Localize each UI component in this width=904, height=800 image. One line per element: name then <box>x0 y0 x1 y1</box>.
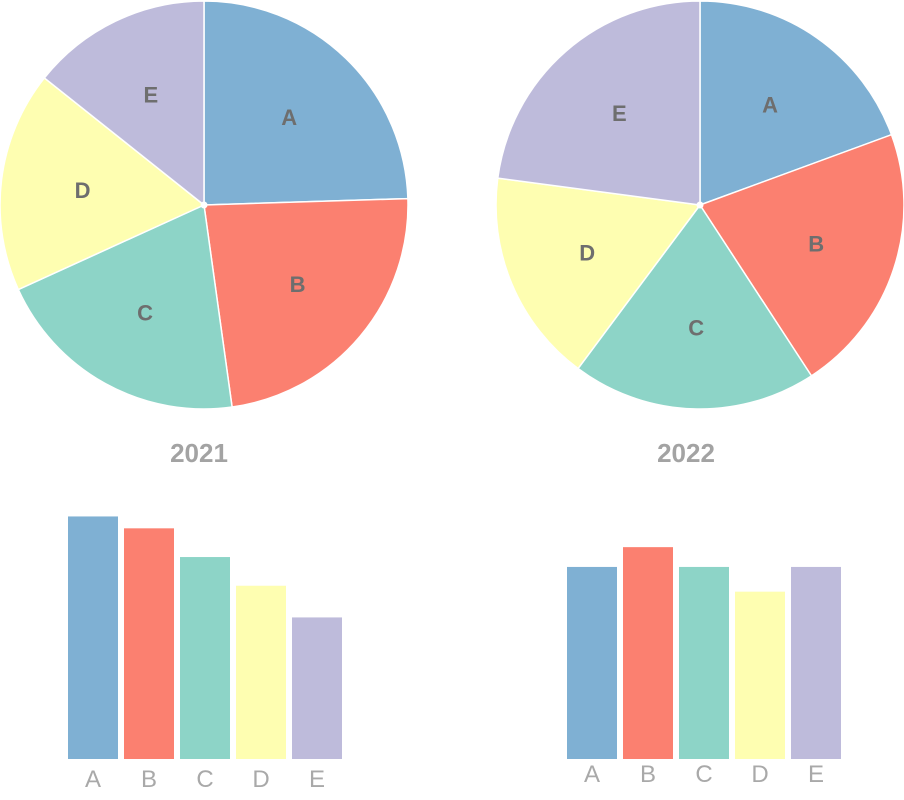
pie-chart-2021: A B C D E <box>0 0 409 410</box>
pie-chart-2022: A B C D E <box>495 0 904 410</box>
bar-chart-2021: A B C D E <box>68 516 342 793</box>
bar-tick-label-c: C <box>196 766 213 793</box>
bar-a <box>567 566 617 759</box>
pie-slice-c <box>576 203 813 410</box>
bar-e <box>292 617 342 759</box>
pie-slice-label-e: E <box>143 83 158 108</box>
pie-slice-label-e: E <box>612 101 627 126</box>
bar-tick-label-e: E <box>309 766 325 793</box>
pie-slice-c <box>17 203 233 410</box>
pie-slice-b <box>698 133 904 377</box>
bar-chart-2022: A B C D E <box>567 547 841 788</box>
pie-slice-label-d: D <box>579 241 595 266</box>
pie-slice-e <box>43 0 205 207</box>
bar-c <box>679 566 729 759</box>
pie-slice-e <box>496 0 701 206</box>
pie-slice-a <box>699 0 893 207</box>
bar-a <box>68 516 118 759</box>
pie-slice-label-b: B <box>290 272 306 297</box>
bar-d <box>236 585 286 759</box>
pie-slice-b <box>203 197 409 408</box>
bar-tick-label-b: B <box>141 766 157 793</box>
pie-center-dot <box>200 201 208 209</box>
bar-tick-label-e: E <box>808 761 824 788</box>
bar-tick-label-a: A <box>85 766 101 793</box>
pie-slice-label-a: A <box>281 105 297 130</box>
bar-tick-label-c: C <box>695 761 712 788</box>
pie-slice-d <box>0 76 206 291</box>
pie-center-dot <box>696 201 704 209</box>
pie-slice-label-c: C <box>688 315 704 340</box>
bar-tick-label-a: A <box>584 761 600 788</box>
pie-slice-label-d: D <box>75 178 91 203</box>
pie-slice-label-a: A <box>762 93 778 118</box>
pie-title-2022: 2022 <box>657 438 715 468</box>
bar-tick-label-d: D <box>751 761 768 788</box>
bar-e <box>791 566 841 759</box>
bar-c <box>180 557 230 759</box>
pie-title-2021: 2021 <box>170 438 228 468</box>
pie-slice-d <box>495 177 702 370</box>
bar-tick-label-b: B <box>640 761 656 788</box>
pie-slice-label-b: B <box>808 232 824 257</box>
pie-slice-label-c: C <box>137 300 153 325</box>
bar-d <box>735 591 785 759</box>
pie-slice-a <box>203 0 409 206</box>
bar-b <box>623 547 673 759</box>
bar-b <box>124 528 174 759</box>
bar-tick-label-d: D <box>252 766 269 793</box>
